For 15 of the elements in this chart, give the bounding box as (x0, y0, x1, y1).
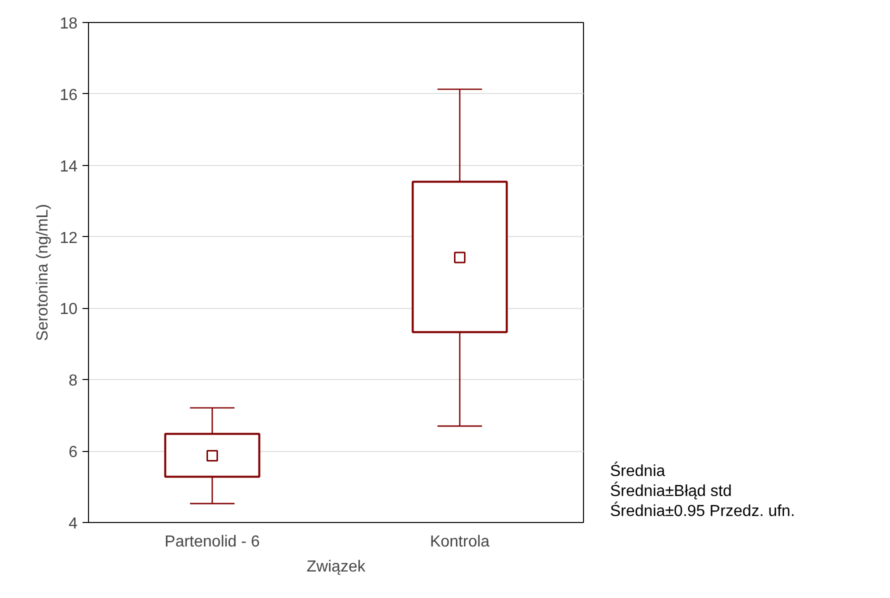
x-tick-label: Partenolid - 6 (164, 534, 260, 550)
y-tick-label: 18 (60, 16, 78, 32)
y-tick-label: 6 (68, 444, 78, 462)
x-tick-label: Kontrola (430, 534, 490, 550)
y-axis-title: Serotonina (ng/mL) (34, 204, 52, 341)
x-axis-title: Związek (306, 558, 366, 576)
y-tick-label: 16 (60, 86, 78, 104)
text: Średnia (610, 463, 666, 481)
text: Średnia±0.95 Przedz. ufn. (610, 503, 795, 521)
y-tick-label: 14 (60, 158, 78, 176)
y-tick-label: 8 (68, 372, 78, 390)
y-tick-label: 12 (60, 230, 78, 247)
text: Średnia±Błąd std (610, 483, 732, 501)
y-tick-label: 10 (60, 301, 78, 318)
y-tick-label: 4 (68, 516, 78, 532)
